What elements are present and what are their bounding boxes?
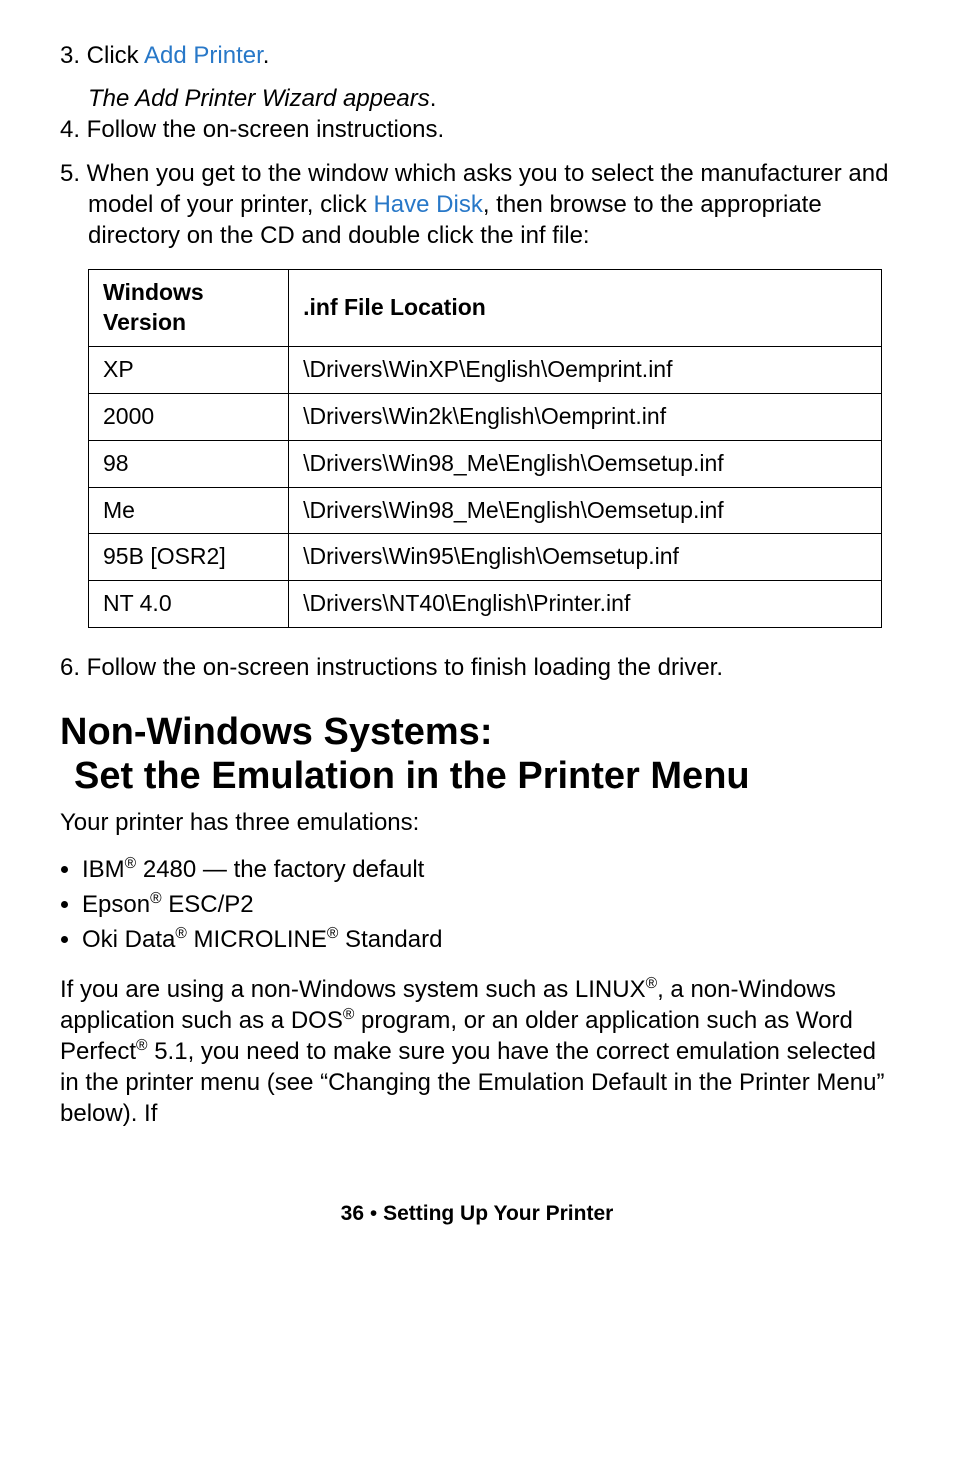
bullet-2a: Epson: [82, 891, 150, 918]
reg-mark: ®: [175, 925, 187, 942]
cell-os: Me: [89, 487, 289, 534]
cell-os: NT 4.0: [89, 581, 289, 628]
reg-mark: ®: [150, 890, 162, 907]
col-h1a: Windows: [103, 279, 204, 305]
table-row: XP\Drivers\WinXP\English\Oemprint.inf: [89, 346, 882, 393]
bullet-3c: Standard: [338, 926, 442, 953]
table-row: Me\Drivers\Win98_Me\English\Oemsetup.inf: [89, 487, 882, 534]
reg-mark: ®: [136, 1037, 148, 1054]
step-5: 5. When you get to the window which asks…: [60, 158, 894, 252]
step-3-sub-end: .: [430, 85, 437, 112]
reg-mark: ®: [125, 855, 137, 872]
table-row: NT 4.0\Drivers\NT40\English\Printer.inf: [89, 581, 882, 628]
cell-path: \Drivers\Win98_Me\English\Oemsetup.inf: [289, 440, 882, 487]
table-row: 2000\Drivers\Win2k\English\Oemprint.inf: [89, 393, 882, 440]
step-3-sub-text: The Add Printer Wizard appears: [88, 85, 430, 112]
intro-text: Your printer has three emulations:: [60, 807, 894, 838]
step-4: 4. Follow the on-screen instructions.: [60, 114, 894, 145]
page-footer: 36 • Setting Up Your Printer: [60, 1200, 894, 1227]
table-row: 98\Drivers\Win98_Me\English\Oemsetup.inf: [89, 440, 882, 487]
reg-mark: ®: [343, 1006, 355, 1023]
footer-bullet: •: [364, 1202, 383, 1225]
body-paragraph: If you are using a non-Windows system su…: [60, 974, 894, 1130]
col-h1b: Version: [103, 309, 186, 335]
add-printer-link: Add Printer: [144, 42, 263, 69]
step-6: 6. Follow the on-screen instructions to …: [60, 652, 894, 683]
list-item: IBM® 2480 — the factory default: [82, 854, 894, 885]
cell-path: \Drivers\Win98_Me\English\Oemsetup.inf: [289, 487, 882, 534]
heading-line1: Non-Windows Systems:: [60, 711, 492, 753]
body-1a: If you are using a non-Windows system su…: [60, 976, 646, 1003]
footer-title: Setting Up Your Printer: [383, 1202, 613, 1225]
table-row: 95B [OSR2]\Drivers\Win95\English\Oemsetu…: [89, 534, 882, 581]
cell-path: \Drivers\WinXP\English\Oemprint.inf: [289, 346, 882, 393]
cell-os: XP: [89, 346, 289, 393]
cell-path: \Drivers\Win2k\English\Oemprint.inf: [289, 393, 882, 440]
cell-os: 95B [OSR2]: [89, 534, 289, 581]
section-heading: Non-Windows Systems: Set the Emulation i…: [60, 711, 894, 798]
bullet-3a: Oki Data: [82, 926, 175, 953]
bullet-1b: 2480 — the factory default: [136, 856, 424, 883]
step-3: 3. Click Add Printer.: [60, 40, 894, 71]
list-item: Epson® ESC/P2: [82, 889, 894, 920]
heading-line2: Set the Emulation in the Printer Menu: [74, 755, 750, 797]
col-inf-location: .inf File Location: [289, 270, 882, 347]
cell-path: \Drivers\Win95\English\Oemsetup.inf: [289, 534, 882, 581]
col-windows-version: Windows Version: [89, 270, 289, 347]
step-3-text-b: .: [263, 42, 270, 69]
reg-mark: ®: [327, 925, 339, 942]
body-1d: 5.1, you need to make sure you have the …: [60, 1038, 884, 1127]
bullet-1a: IBM: [82, 856, 125, 883]
step-3-text-a: 3. Click: [60, 42, 144, 69]
cell-os: 98: [89, 440, 289, 487]
list-item: Oki Data® MICROLINE® Standard: [82, 924, 894, 955]
reg-mark: ®: [646, 975, 658, 992]
inf-location-table: Windows Version .inf File Location XP\Dr…: [88, 269, 882, 628]
have-disk-link: Have Disk: [373, 191, 482, 218]
bullet-3b: MICROLINE: [187, 926, 327, 953]
emulation-list: IBM® 2480 — the factory default Epson® E…: [60, 854, 894, 956]
cell-os: 2000: [89, 393, 289, 440]
step-3-sub: The Add Printer Wizard appears.: [60, 83, 894, 114]
bullet-2b: ESC/P2: [162, 891, 254, 918]
cell-path: \Drivers\NT40\English\Printer.inf: [289, 581, 882, 628]
page-number: 36: [341, 1202, 364, 1225]
